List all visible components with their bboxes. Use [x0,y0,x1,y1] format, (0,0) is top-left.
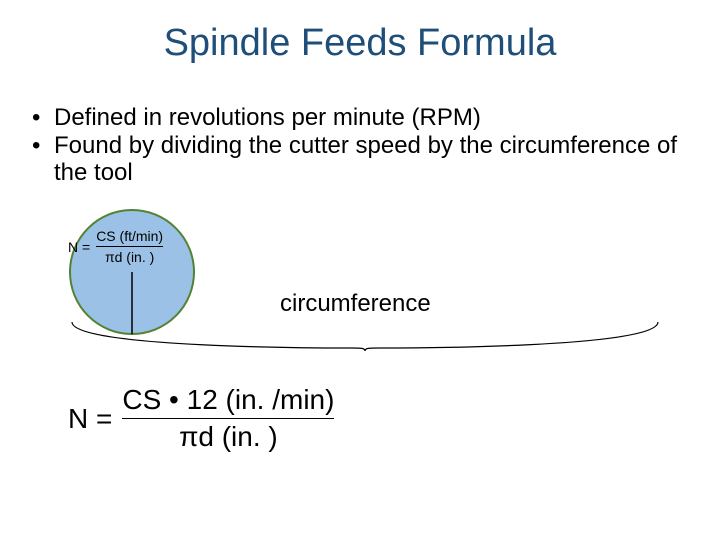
bullet-list: Defined in revolutions per minute (RPM)F… [26,104,694,187]
formula-main-denominator: πd (in. ) [179,421,278,453]
page-title: Spindle Feeds Formula [0,22,720,65]
formula-main-fraction: CS • 12 (in. /min) πd (in. ) [122,384,334,453]
formula-main: N = CS • 12 (in. /min) πd (in. ) [68,384,334,453]
formula-small-lhs: N = [68,239,90,255]
bullet-item: Defined in revolutions per minute (RPM) [26,104,694,132]
formula-small: N = CS (ft/min) πd (in. ) [68,228,163,265]
formula-main-numerator: CS • 12 (in. /min) [122,384,334,416]
bullet-item: Found by dividing the cutter speed by th… [26,132,694,187]
slide: Spindle Feeds Formula Defined in revolut… [0,0,720,540]
formula-small-fraction: CS (ft/min) πd (in. ) [96,228,163,265]
fraction-bar-icon [122,418,334,419]
curly-brace-svg [70,318,660,352]
fraction-bar-icon [96,246,163,247]
formula-small-numerator: CS (ft/min) [96,228,163,244]
formula-main-lhs: N = [68,403,112,435]
curly-brace-icon [70,318,660,357]
formula-small-denominator: πd (in. ) [105,249,154,265]
circumference-label: circumference [280,290,431,318]
